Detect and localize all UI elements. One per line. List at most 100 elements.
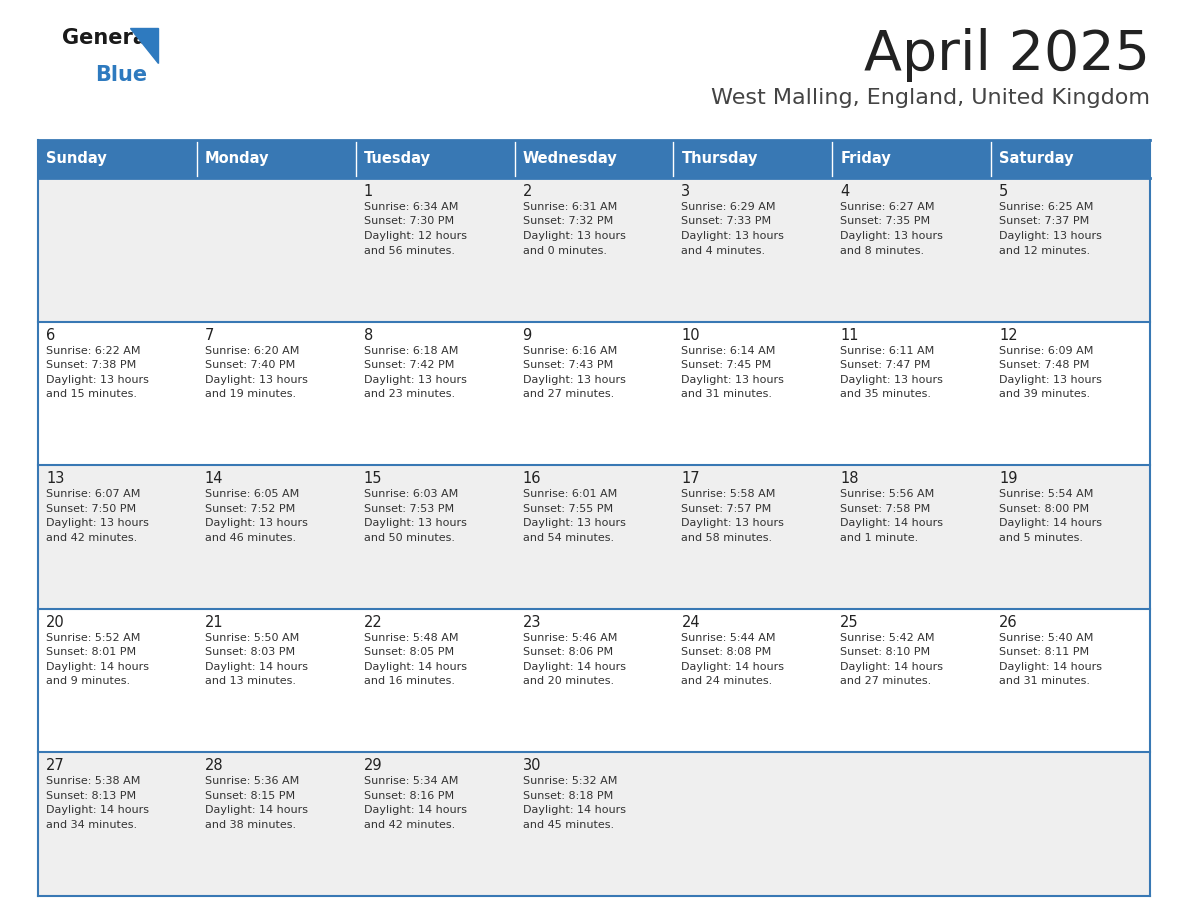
Bar (514, 753, 674, 896)
Text: Sunset: 7:35 PM: Sunset: 7:35 PM (840, 217, 930, 227)
Bar (991, 465, 1150, 609)
Text: Sunset: 8:13 PM: Sunset: 8:13 PM (46, 791, 137, 800)
Text: Sunset: 8:00 PM: Sunset: 8:00 PM (999, 504, 1089, 514)
Text: 12: 12 (999, 328, 1018, 342)
Text: Daylight: 14 hours: Daylight: 14 hours (204, 662, 308, 672)
Text: and 0 minutes.: and 0 minutes. (523, 245, 607, 255)
Text: Sunset: 8:08 PM: Sunset: 8:08 PM (682, 647, 772, 657)
Bar (38, 140, 197, 178)
Text: Wednesday: Wednesday (523, 151, 618, 166)
Text: Sunset: 7:33 PM: Sunset: 7:33 PM (682, 217, 771, 227)
Bar (991, 140, 1150, 178)
Text: and 58 minutes.: and 58 minutes. (682, 532, 772, 543)
Text: Sunrise: 6:16 AM: Sunrise: 6:16 AM (523, 345, 617, 355)
Text: 4: 4 (840, 184, 849, 199)
Text: Sunset: 7:48 PM: Sunset: 7:48 PM (999, 360, 1089, 370)
Text: Sunset: 7:43 PM: Sunset: 7:43 PM (523, 360, 613, 370)
Text: and 23 minutes.: and 23 minutes. (364, 389, 455, 399)
Bar (674, 753, 833, 896)
Text: Sunset: 7:55 PM: Sunset: 7:55 PM (523, 504, 613, 514)
Text: Daylight: 14 hours: Daylight: 14 hours (46, 805, 148, 815)
Text: Sunrise: 5:56 AM: Sunrise: 5:56 AM (840, 489, 935, 499)
Bar (197, 140, 355, 178)
Text: Daylight: 14 hours: Daylight: 14 hours (523, 805, 626, 815)
Text: Sunrise: 5:42 AM: Sunrise: 5:42 AM (840, 633, 935, 643)
Text: Sunrise: 6:14 AM: Sunrise: 6:14 AM (682, 345, 776, 355)
Text: Blue: Blue (95, 65, 147, 85)
Text: Sunset: 8:05 PM: Sunset: 8:05 PM (364, 647, 454, 657)
Text: and 20 minutes.: and 20 minutes. (523, 677, 614, 687)
Text: Daylight: 13 hours: Daylight: 13 hours (682, 375, 784, 385)
Text: and 27 minutes.: and 27 minutes. (523, 389, 614, 399)
Text: Sunset: 8:03 PM: Sunset: 8:03 PM (204, 647, 295, 657)
Text: and 31 minutes.: and 31 minutes. (682, 389, 772, 399)
Text: Sunrise: 5:52 AM: Sunrise: 5:52 AM (46, 633, 140, 643)
Bar (514, 178, 674, 321)
Text: 8: 8 (364, 328, 373, 342)
Text: 26: 26 (999, 615, 1018, 630)
Text: Sunset: 7:40 PM: Sunset: 7:40 PM (204, 360, 295, 370)
Bar (38, 609, 197, 753)
Text: Daylight: 13 hours: Daylight: 13 hours (523, 375, 625, 385)
Text: Friday: Friday (840, 151, 891, 166)
Bar (197, 321, 355, 465)
Text: Daylight: 13 hours: Daylight: 13 hours (999, 231, 1102, 241)
Text: 9: 9 (523, 328, 532, 342)
Text: Daylight: 13 hours: Daylight: 13 hours (840, 375, 943, 385)
Bar (355, 140, 514, 178)
Text: Sunset: 7:42 PM: Sunset: 7:42 PM (364, 360, 454, 370)
Text: Sunrise: 5:40 AM: Sunrise: 5:40 AM (999, 633, 1093, 643)
Text: and 50 minutes.: and 50 minutes. (364, 532, 455, 543)
Text: Sunrise: 5:38 AM: Sunrise: 5:38 AM (46, 777, 140, 787)
Text: Sunrise: 6:34 AM: Sunrise: 6:34 AM (364, 202, 459, 212)
Text: Daylight: 13 hours: Daylight: 13 hours (999, 375, 1102, 385)
Text: Daylight: 13 hours: Daylight: 13 hours (682, 231, 784, 241)
Text: Daylight: 13 hours: Daylight: 13 hours (840, 231, 943, 241)
Text: 10: 10 (682, 328, 700, 342)
Text: Sunrise: 5:34 AM: Sunrise: 5:34 AM (364, 777, 459, 787)
Text: Sunrise: 5:58 AM: Sunrise: 5:58 AM (682, 489, 776, 499)
Text: West Malling, England, United Kingdom: West Malling, England, United Kingdom (710, 88, 1150, 108)
Text: 6: 6 (46, 328, 56, 342)
Text: and 19 minutes.: and 19 minutes. (204, 389, 296, 399)
Bar (38, 321, 197, 465)
Text: Daylight: 13 hours: Daylight: 13 hours (523, 518, 625, 528)
Text: Sunset: 8:11 PM: Sunset: 8:11 PM (999, 647, 1089, 657)
Text: Sunrise: 6:22 AM: Sunrise: 6:22 AM (46, 345, 140, 355)
Text: and 42 minutes.: and 42 minutes. (364, 820, 455, 830)
Bar (674, 178, 833, 321)
Text: Sunrise: 6:01 AM: Sunrise: 6:01 AM (523, 489, 617, 499)
Text: Daylight: 13 hours: Daylight: 13 hours (46, 375, 148, 385)
Text: and 1 minute.: and 1 minute. (840, 532, 918, 543)
Text: Daylight: 14 hours: Daylight: 14 hours (682, 662, 784, 672)
Text: Sunset: 8:10 PM: Sunset: 8:10 PM (840, 647, 930, 657)
Text: Sunset: 8:01 PM: Sunset: 8:01 PM (46, 647, 137, 657)
Text: and 35 minutes.: and 35 minutes. (840, 389, 931, 399)
Text: and 34 minutes.: and 34 minutes. (46, 820, 137, 830)
Text: 18: 18 (840, 471, 859, 487)
Text: 14: 14 (204, 471, 223, 487)
Text: 29: 29 (364, 758, 383, 773)
Text: Sunrise: 6:18 AM: Sunrise: 6:18 AM (364, 345, 459, 355)
Text: Tuesday: Tuesday (364, 151, 431, 166)
Bar (355, 465, 514, 609)
Text: and 4 minutes.: and 4 minutes. (682, 245, 765, 255)
Text: 25: 25 (840, 615, 859, 630)
Text: General: General (62, 28, 154, 48)
Bar (197, 609, 355, 753)
Text: Sunday: Sunday (46, 151, 107, 166)
Bar (991, 609, 1150, 753)
Bar (833, 753, 991, 896)
Text: and 13 minutes.: and 13 minutes. (204, 677, 296, 687)
Bar (991, 321, 1150, 465)
Text: Daylight: 13 hours: Daylight: 13 hours (46, 518, 148, 528)
Text: Daylight: 12 hours: Daylight: 12 hours (364, 231, 467, 241)
Polygon shape (129, 28, 158, 63)
Bar (833, 609, 991, 753)
Text: Sunset: 7:32 PM: Sunset: 7:32 PM (523, 217, 613, 227)
Bar (197, 753, 355, 896)
Bar (674, 140, 833, 178)
Text: Daylight: 14 hours: Daylight: 14 hours (204, 805, 308, 815)
Text: April 2025: April 2025 (864, 28, 1150, 82)
Bar (674, 465, 833, 609)
